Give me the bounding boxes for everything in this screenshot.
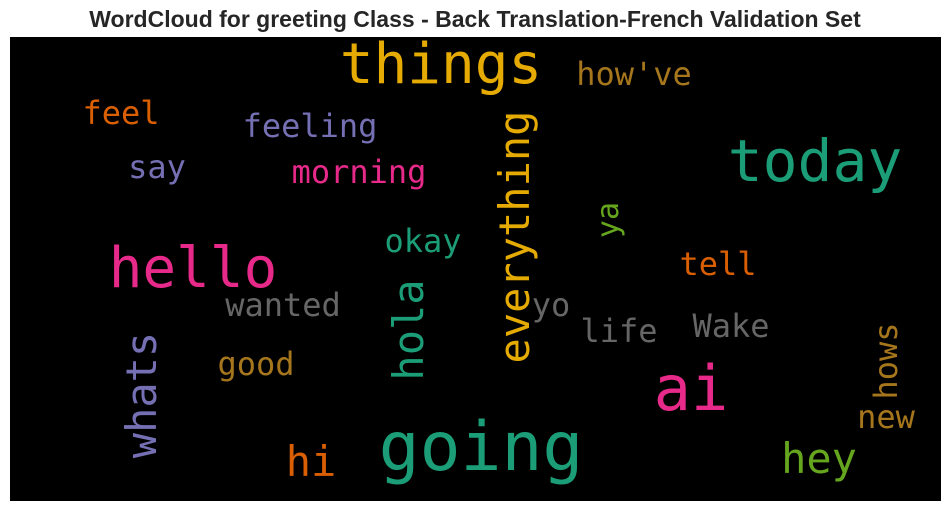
word-okay: okay (384, 222, 462, 260)
word-everything: everything (490, 110, 539, 364)
word-morning: morning (291, 153, 427, 191)
word-hows: hows (867, 322, 905, 400)
word-tell: tell (679, 245, 757, 283)
chart-title: WordCloud for greeting Class - Back Tran… (89, 6, 861, 32)
word-hey: hey (781, 434, 857, 483)
word-ya: ya (591, 201, 626, 239)
word-say: say (128, 148, 186, 186)
wordcloud-canvas: things how've feel feeling today say morning ev… (10, 37, 941, 501)
word-whats: whats (117, 331, 166, 459)
word-new: new (857, 398, 915, 436)
word-wake: Wake (692, 307, 770, 345)
word-hola: hola (384, 279, 433, 381)
word-wanted: wanted (225, 286, 341, 324)
word-ai: ai (653, 352, 729, 425)
word-feeling: feeling (242, 107, 378, 145)
word-hi: hi (285, 437, 337, 486)
word-feel: feel (82, 94, 160, 132)
word-life: life (580, 312, 658, 350)
word-howve: how've (576, 55, 692, 93)
word-today: today (727, 127, 903, 195)
word-good: good (217, 345, 295, 383)
word-things: things (339, 37, 543, 97)
word-hello: hello (108, 236, 278, 301)
word-going: going (378, 408, 584, 487)
word-yo: yo (531, 286, 571, 324)
